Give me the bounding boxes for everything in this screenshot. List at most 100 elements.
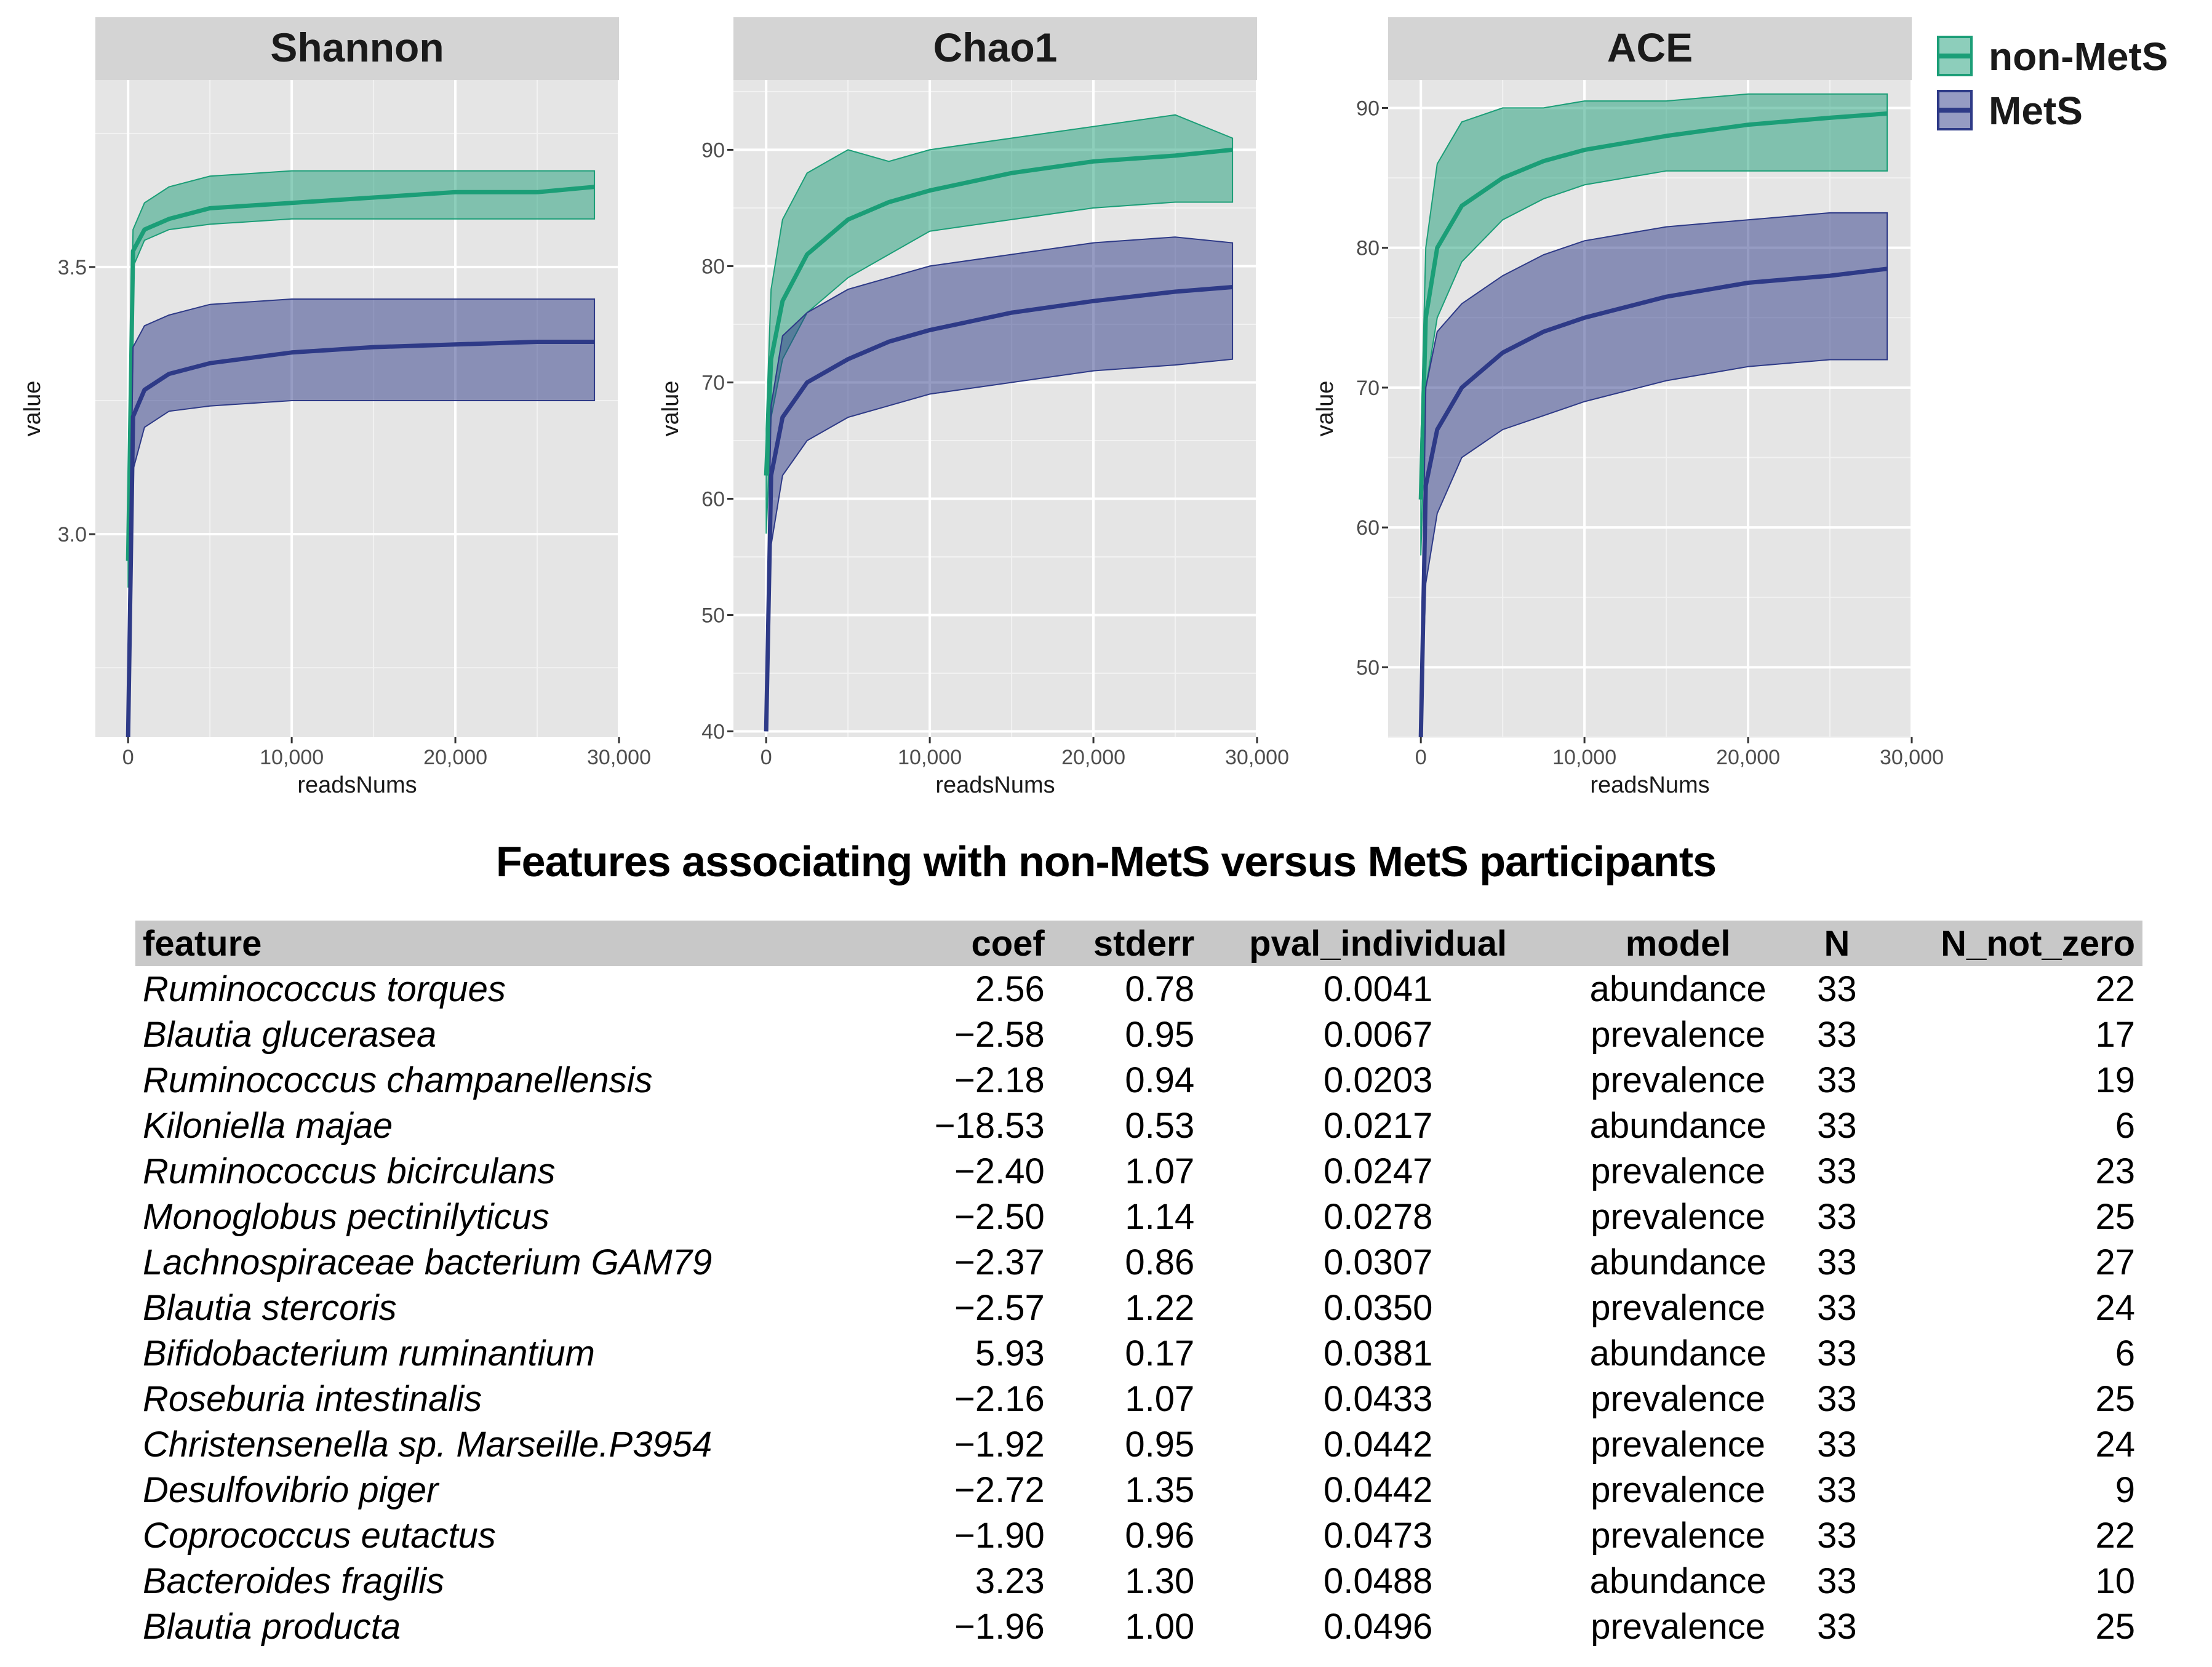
y-axis-title: value: [20, 381, 46, 437]
x-axis-title: readsNums: [1590, 772, 1709, 798]
cell-coef: −2.18: [954, 1060, 1045, 1100]
cell-feature: Monoglobus pectinilyticus: [143, 1196, 549, 1237]
cell-model: prevalence: [1591, 1469, 1765, 1510]
cell-coef: −2.57: [954, 1287, 1045, 1328]
cell-coef: −2.72: [954, 1469, 1045, 1510]
cell-stderr: 1.07: [1125, 1151, 1195, 1191]
y-tick-label: 80: [1356, 237, 1380, 260]
ribbon-mets: [765, 236, 1234, 732]
x-tick-label: 10,000: [1552, 746, 1616, 769]
y-tick-label: 90: [1356, 97, 1380, 120]
table-row: Bacteroides fragilis 3.23 1.30 0.0488 abunda…: [135, 1558, 2142, 1604]
cell-coef: 5.93: [975, 1333, 1045, 1373]
facet-title: ACE: [1607, 25, 1693, 70]
ribbon-non-mets: [1420, 93, 1888, 556]
x-tick-label: 30,000: [1880, 746, 1944, 769]
cell-n: 33: [1817, 1606, 1857, 1647]
cell-n: 33: [1817, 969, 1857, 1009]
cell-stderr: 1.14: [1125, 1196, 1195, 1237]
facet-strip: [1388, 17, 1912, 80]
cell-n-not-zero: 25: [2095, 1606, 2135, 1647]
x-tick-label: 0: [1415, 746, 1427, 769]
cell-n-not-zero: 25: [2095, 1196, 2135, 1237]
facet-title: Chao1: [933, 25, 1058, 70]
y-tick-label: 80: [701, 255, 725, 278]
rarefaction-charts: Shannon 0 10,000 20,000 30,000 3.0 3.5 readsNum…: [20, 17, 2168, 798]
cell-coef: −1.92: [954, 1424, 1045, 1465]
header-stderr: stderr: [1052, 921, 1202, 966]
ribbon-mets: [1420, 212, 1888, 738]
cell-n: 33: [1817, 1014, 1857, 1055]
cell-feature: Blautia producta: [143, 1606, 401, 1647]
x-tick-label: 20,000: [423, 746, 487, 769]
cell-n: 33: [1817, 1060, 1857, 1100]
y-tick-label: 3.5: [58, 256, 87, 279]
cell-n-not-zero: 24: [2095, 1287, 2135, 1328]
cell-n: 33: [1817, 1333, 1857, 1373]
cell-stderr: 0.78: [1125, 969, 1195, 1009]
x-tick-label: 30,000: [1225, 746, 1289, 769]
cell-n-not-zero: 6: [2115, 1333, 2135, 1373]
cell-n-not-zero: 27: [2095, 1242, 2135, 1282]
x-tick-label: 0: [761, 746, 772, 769]
table-row: Ruminococcus champanellensis −2.18 0.94 0.0…: [135, 1057, 2142, 1103]
cell-pval: 0.0067: [1323, 1014, 1433, 1055]
cell-n: 33: [1817, 1242, 1857, 1282]
cell-pval: 0.0217: [1323, 1105, 1433, 1146]
table-body: Ruminococcus torques 2.56 0.78 0.0041 abunda…: [135, 966, 2142, 1649]
cell-stderr: 1.07: [1125, 1378, 1195, 1419]
cell-coef: 2.56: [975, 969, 1045, 1009]
cell-n-not-zero: 17: [2095, 1014, 2135, 1055]
cell-coef: −1.90: [954, 1515, 1045, 1556]
cell-n-not-zero: 19: [2095, 1060, 2135, 1100]
cell-pval: 0.0381: [1323, 1333, 1433, 1373]
table-row: Blautia stercoris −2.57 1.22 0.0350 prevalen…: [135, 1285, 2142, 1330]
cell-stderr: 1.35: [1125, 1469, 1195, 1510]
cell-coef: −18.53: [934, 1105, 1045, 1146]
cell-coef: 3.23: [975, 1561, 1045, 1601]
cell-stderr: 1.00: [1125, 1606, 1195, 1647]
cell-pval: 0.0247: [1323, 1151, 1433, 1191]
cell-n-not-zero: 25: [2095, 1378, 2135, 1419]
cell-model: prevalence: [1591, 1014, 1765, 1055]
x-tick-label: 20,000: [1716, 746, 1780, 769]
cell-feature: Bacteroides fragilis: [143, 1561, 444, 1601]
cell-n: 33: [1817, 1287, 1857, 1328]
cell-model: prevalence: [1591, 1424, 1765, 1465]
x-tick-label: 10,000: [898, 746, 962, 769]
cell-feature: Coprococcus eutactus: [143, 1515, 496, 1556]
y-tick-label: 60: [701, 487, 725, 511]
cell-pval: 0.0442: [1323, 1424, 1433, 1465]
cell-stderr: 1.30: [1125, 1561, 1195, 1601]
cell-stderr: 0.94: [1125, 1060, 1195, 1100]
table-row: Monoglobus pectinilyticus −2.50 1.14 0.0278…: [135, 1194, 2142, 1239]
cell-n: 33: [1817, 1469, 1857, 1510]
cell-n-not-zero: 22: [2095, 969, 2135, 1009]
cell-coef: −1.96: [954, 1606, 1045, 1647]
cell-feature: Ruminococcus champanellensis: [143, 1060, 653, 1100]
cell-n: 33: [1817, 1424, 1857, 1465]
cell-feature: Christensenella sp. Marseille.P3954: [143, 1424, 713, 1465]
panel-ace: ACE 0 10,000 20,000 30,000 50 60 70 80 90 readsNum…: [1312, 17, 1944, 798]
x-tick-label: 10,000: [260, 746, 324, 769]
cell-n-not-zero: 6: [2115, 1105, 2135, 1146]
cell-n-not-zero: 22: [2095, 1515, 2135, 1556]
cell-model: prevalence: [1591, 1060, 1765, 1100]
table-header-row: feature coef stderr pval_individual mode…: [135, 921, 2142, 966]
header-n: N: [1802, 921, 1872, 966]
cell-pval: 0.0350: [1323, 1287, 1433, 1328]
cell-n: 33: [1817, 1561, 1857, 1601]
legend-label: MetS: [1989, 89, 2083, 133]
header-feature: feature: [135, 921, 891, 966]
cell-pval: 0.0473: [1323, 1515, 1433, 1556]
table-row: Ruminococcus bicirculans −2.40 1.07 0.0247 p…: [135, 1148, 2142, 1194]
cell-feature: Ruminococcus bicirculans: [143, 1151, 556, 1191]
cell-model: abundance: [1589, 1333, 1767, 1373]
cell-pval: 0.0203: [1323, 1060, 1433, 1100]
cell-n-not-zero: 10: [2095, 1561, 2135, 1601]
y-tick-label: 90: [701, 138, 725, 162]
cell-feature: Bifidobacterium ruminantium: [143, 1333, 595, 1373]
facet-title: Shannon: [270, 25, 444, 70]
legend-label: non-MetS: [1989, 34, 2168, 79]
cell-feature: Roseburia intestinalis: [143, 1378, 482, 1419]
